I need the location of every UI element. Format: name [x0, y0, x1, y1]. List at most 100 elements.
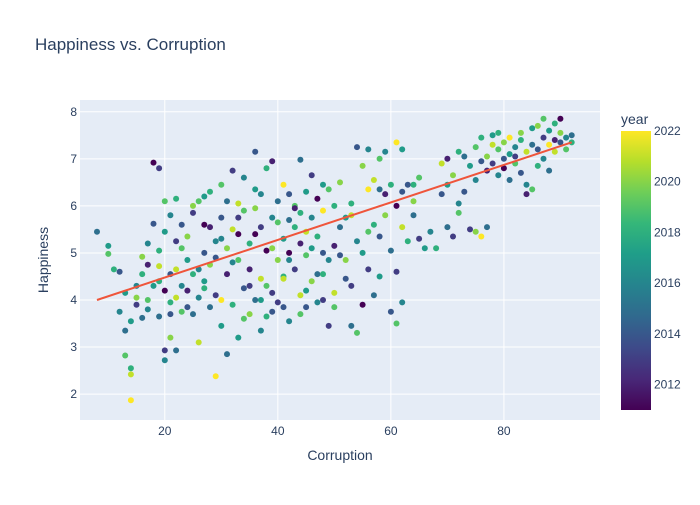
data-point	[495, 129, 502, 136]
data-point	[365, 266, 372, 273]
y-tick-label: 4	[70, 293, 77, 307]
data-point	[246, 311, 253, 318]
data-point	[263, 313, 270, 320]
data-point	[529, 186, 536, 193]
data-point	[517, 169, 524, 176]
trendline-layer	[96, 141, 573, 301]
data-point	[257, 224, 264, 231]
data-point	[235, 257, 242, 263]
data-point	[365, 186, 372, 193]
data-point	[178, 221, 185, 228]
data-point	[195, 266, 202, 273]
data-point	[382, 148, 389, 155]
data-point	[144, 306, 151, 313]
data-point	[455, 148, 462, 155]
data-point	[399, 299, 406, 306]
data-point	[184, 304, 191, 311]
data-point	[178, 282, 185, 289]
y-tick-label: 6	[70, 199, 77, 213]
data-point	[173, 266, 180, 273]
data-point	[433, 245, 440, 252]
data-point	[246, 266, 253, 273]
data-point	[150, 282, 157, 289]
data-point	[376, 233, 383, 240]
data-point	[359, 249, 366, 256]
data-point	[195, 339, 202, 346]
data-point	[472, 177, 479, 183]
data-point	[218, 214, 225, 221]
data-point	[337, 252, 343, 259]
data-point	[467, 162, 473, 169]
data-point	[240, 285, 247, 292]
data-point	[308, 214, 315, 221]
plot-area	[80, 100, 600, 420]
data-point	[500, 165, 507, 172]
data-point	[376, 186, 383, 193]
data-point	[116, 308, 123, 315]
data-point	[190, 271, 196, 278]
data-point	[568, 132, 575, 139]
data-point	[320, 249, 326, 256]
data-point	[218, 322, 225, 329]
data-point	[246, 282, 253, 289]
data-point	[563, 146, 570, 153]
data-point	[500, 155, 507, 162]
data-point	[218, 297, 225, 303]
data-point	[331, 304, 338, 311]
data-point	[201, 221, 208, 228]
data-point	[116, 268, 123, 275]
data-point	[506, 151, 513, 158]
data-point	[444, 224, 451, 231]
data-point	[303, 304, 310, 311]
data-points	[94, 115, 575, 404]
data-point	[274, 219, 281, 226]
data-point	[150, 159, 157, 166]
data-point	[444, 155, 451, 162]
data-point	[455, 209, 462, 216]
data-point	[461, 153, 468, 160]
data-point	[190, 209, 196, 216]
data-point	[252, 186, 259, 193]
data-point	[489, 160, 496, 167]
data-point	[523, 148, 530, 155]
data-point	[94, 228, 100, 235]
data-point	[218, 181, 225, 188]
data-point	[303, 287, 310, 294]
x-tick-label: 80	[497, 424, 511, 438]
colorbar-title: year	[621, 111, 649, 127]
data-point	[122, 327, 129, 334]
data-point	[523, 191, 530, 198]
data-point	[280, 181, 287, 188]
y-tick-label: 7	[70, 152, 77, 166]
data-point	[450, 172, 456, 179]
data-point	[274, 299, 281, 306]
data-point	[517, 137, 524, 143]
data-point	[331, 202, 338, 209]
data-point	[133, 301, 140, 308]
data-point	[291, 205, 298, 212]
data-point	[523, 181, 530, 188]
data-point	[404, 181, 411, 188]
data-point	[393, 320, 400, 327]
y-tick-label: 2	[70, 387, 77, 401]
data-point	[110, 266, 117, 273]
data-point	[167, 311, 174, 318]
data-point	[342, 275, 349, 282]
data-point	[161, 198, 168, 205]
data-point	[207, 188, 213, 195]
colorbar-tick-label: 2016	[654, 276, 681, 290]
data-point	[240, 207, 247, 214]
data-point	[348, 282, 355, 289]
data-point	[184, 287, 191, 294]
data-point	[133, 294, 140, 301]
data-point	[450, 233, 456, 240]
data-point	[399, 224, 406, 231]
data-point	[280, 275, 287, 282]
data-point	[393, 202, 400, 209]
data-point	[212, 373, 219, 380]
data-point	[393, 268, 400, 275]
data-point	[297, 240, 304, 247]
data-point	[314, 233, 321, 240]
data-point	[150, 220, 157, 227]
data-point	[201, 249, 208, 256]
